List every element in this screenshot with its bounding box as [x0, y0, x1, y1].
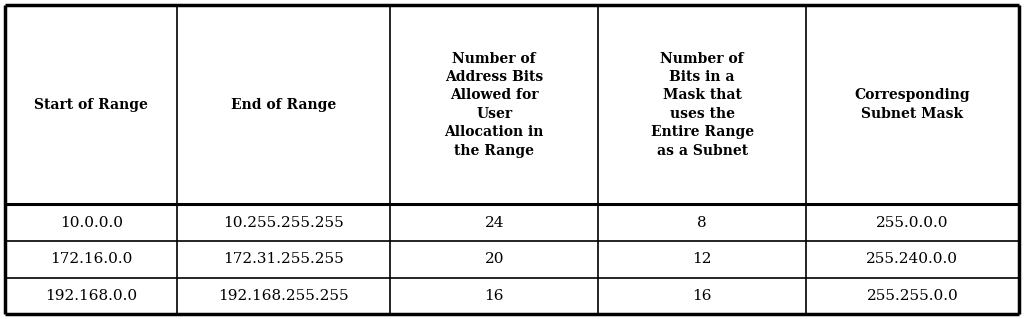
Text: 8: 8	[697, 216, 707, 230]
Text: 10.255.255.255: 10.255.255.255	[223, 216, 344, 230]
Text: 20: 20	[484, 252, 504, 266]
Text: 255.255.0.0: 255.255.0.0	[866, 289, 958, 303]
Text: Number of
Bits in a
Mask that
uses the
Entire Range
as a Subnet: Number of Bits in a Mask that uses the E…	[650, 52, 754, 158]
Text: 16: 16	[692, 289, 712, 303]
Text: 255.240.0.0: 255.240.0.0	[866, 252, 958, 266]
Text: 16: 16	[484, 289, 504, 303]
Text: Start of Range: Start of Range	[35, 98, 148, 112]
Text: Number of
Address Bits
Allowed for
User
Allocation in
the Range: Number of Address Bits Allowed for User …	[444, 52, 544, 158]
Text: 10.0.0.0: 10.0.0.0	[59, 216, 123, 230]
Text: End of Range: End of Range	[231, 98, 337, 112]
Text: 192.168.0.0: 192.168.0.0	[45, 289, 137, 303]
Text: 12: 12	[692, 252, 712, 266]
Text: 172.31.255.255: 172.31.255.255	[223, 252, 344, 266]
Text: 192.168.255.255: 192.168.255.255	[218, 289, 349, 303]
Text: Corresponding
Subnet Mask: Corresponding Subnet Mask	[855, 88, 971, 121]
Text: 255.0.0.0: 255.0.0.0	[877, 216, 948, 230]
Text: 24: 24	[484, 216, 504, 230]
Text: 172.16.0.0: 172.16.0.0	[50, 252, 132, 266]
